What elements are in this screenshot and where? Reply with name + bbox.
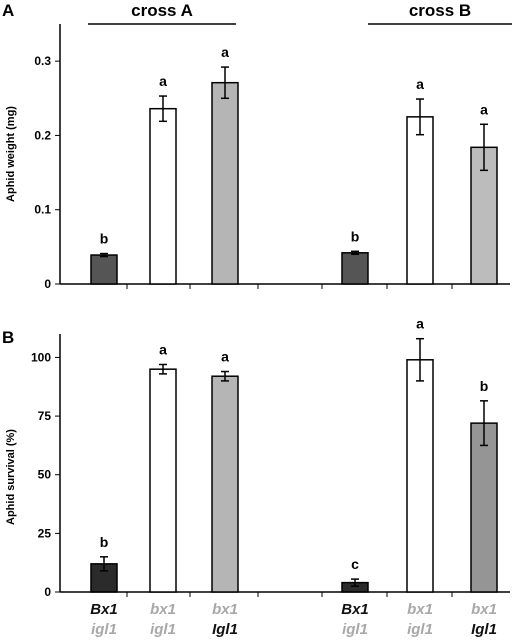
genotype-bx1-label: bx1 xyxy=(407,601,433,618)
panel-b-significance-letter: c xyxy=(351,556,359,572)
panel-b-ticks: 0 25 50 75 100 xyxy=(31,350,60,599)
panel-b-significance-letter: a xyxy=(221,349,229,365)
panel-b-bar xyxy=(406,359,434,593)
panel-a-bar xyxy=(470,146,498,285)
panel-b-y-tick-label: 100 xyxy=(31,350,51,364)
panel-b-y-tick-label: 25 xyxy=(38,526,52,540)
panel-a-bar xyxy=(149,107,177,285)
panel-letter-a: A xyxy=(2,1,14,20)
panel-a-bar xyxy=(406,116,434,285)
panel-a-significance-letters: b a a b a a xyxy=(100,44,488,246)
panel-a-significance-letter: a xyxy=(480,101,488,117)
cross-b-label: cross B xyxy=(409,1,471,20)
panel-a-bar xyxy=(341,252,369,285)
panel-a-significance-letter: a xyxy=(159,73,167,89)
panel-b-significance-letters: b a a c a b xyxy=(100,316,489,572)
panel-b-significance-letter: b xyxy=(480,378,489,394)
panel-a-ticks: 0 0.1 0.2 0.3 xyxy=(34,54,60,291)
panel-a-error-bars xyxy=(100,66,488,258)
genotype-igl1-label: Igl1 xyxy=(471,621,497,638)
panel-a-y-tick-label: 0.2 xyxy=(34,128,51,142)
panel-b-bars xyxy=(90,359,498,593)
panel-a-chart: Aphid weight (mg) 0 0.1 0.2 0.3 b a a b a a xyxy=(5,24,510,291)
genotype-bx1-label: Bx1 xyxy=(90,601,118,618)
panel-a-bars xyxy=(90,81,498,285)
panel-b-chart: Aphid survival (%) 0 25 50 75 100 b a a c a b xyxy=(5,316,510,599)
panel-b-bar xyxy=(149,368,177,593)
panel-b-significance-letter: a xyxy=(159,341,167,357)
genotype-igl1-label: Igl1 xyxy=(212,621,238,638)
panel-b-y-tick-label: 75 xyxy=(38,409,52,423)
genotype-bx1-label: bx1 xyxy=(150,601,176,618)
panel-a-y-tick-label: 0 xyxy=(44,277,51,291)
panel-b-significance-letter: a xyxy=(416,316,424,332)
panel-letter-b: B xyxy=(2,328,14,347)
panel-b-bar xyxy=(211,375,239,593)
genotype-labels: Bx1 igl1 bx1 igl1 bx1 Igl1 Bx1 igl1 bx1 igl1 bx1 Ig… xyxy=(90,601,497,638)
panel-a-significance-letter: a xyxy=(221,44,229,60)
genotype-igl1-label: igl1 xyxy=(342,621,368,638)
panel-a-y-tick-label: 0.3 xyxy=(34,54,51,68)
panel-a-ylabel: Aphid weight (mg) xyxy=(5,106,17,202)
panel-b-y-tick-label: 0 xyxy=(44,585,51,599)
panel-a-significance-letter: b xyxy=(100,231,109,247)
panel-a-y-tick-label: 0.1 xyxy=(34,203,51,217)
genotype-bx1-label: Bx1 xyxy=(341,601,369,618)
panel-a-bar xyxy=(90,254,118,285)
panel-b-ylabel: Aphid survival (%) xyxy=(5,429,17,525)
panel-b-bar xyxy=(470,422,498,593)
panel-b-error-bars xyxy=(100,337,488,587)
genotype-igl1-label: igl1 xyxy=(91,621,117,638)
genotype-igl1-label: igl1 xyxy=(407,621,433,638)
genotype-igl1-label: igl1 xyxy=(150,621,176,638)
panel-b-axes xyxy=(59,334,510,597)
genotype-bx1-label: bx1 xyxy=(471,601,497,618)
cross-a-label: cross A xyxy=(131,1,193,20)
panel-a-significance-letter: b xyxy=(351,228,360,244)
genotype-bx1-label: bx1 xyxy=(212,601,238,618)
panel-a-significance-letter: a xyxy=(416,76,424,92)
panel-a-axes xyxy=(59,24,510,289)
panel-a-bar xyxy=(211,81,239,285)
panel-b-y-tick-label: 50 xyxy=(38,468,52,482)
panel-b-significance-letter: b xyxy=(100,534,109,550)
